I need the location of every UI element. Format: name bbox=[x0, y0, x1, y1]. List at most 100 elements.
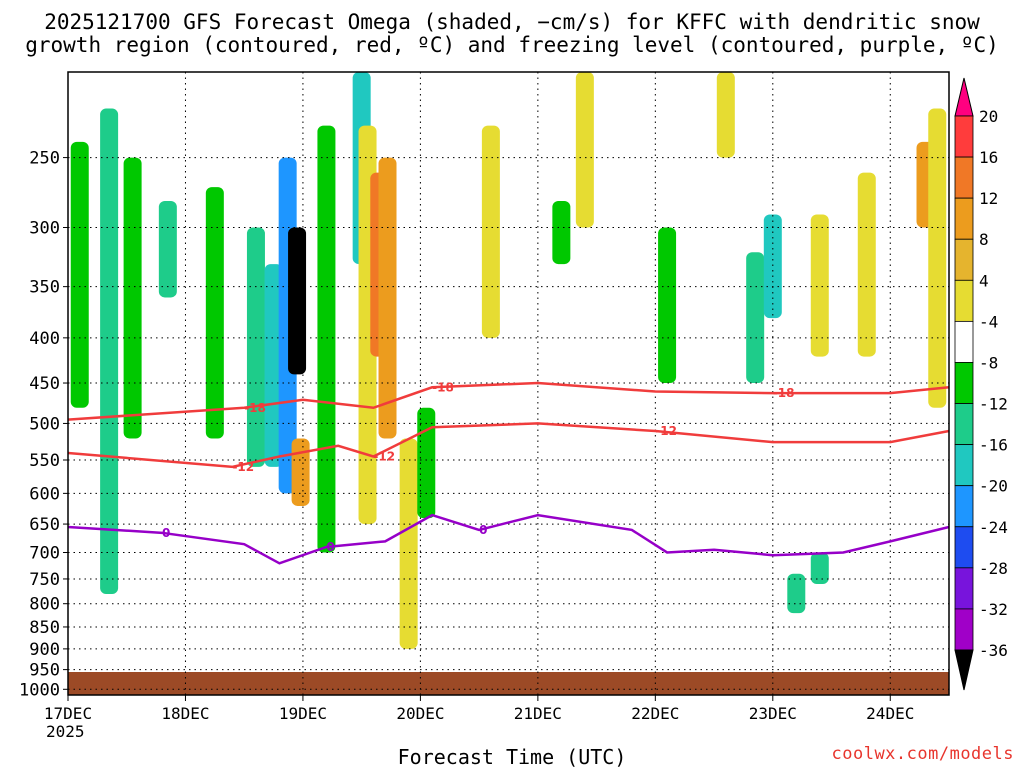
omega-shade-5 bbox=[246, 227, 265, 467]
colorbar-label: -24 bbox=[979, 518, 1008, 537]
y-tick-label: 600 bbox=[29, 484, 60, 504]
y-tick-label: 950 bbox=[29, 661, 60, 681]
y-tick-label: 1000 bbox=[19, 680, 60, 700]
omega-shade-20 bbox=[658, 227, 677, 384]
contour-label: -12 bbox=[373, 449, 395, 463]
omega-shade-22 bbox=[746, 252, 765, 384]
omega-shade-24 bbox=[810, 214, 829, 357]
y-tick-label: 250 bbox=[29, 149, 60, 169]
omega-shade-3 bbox=[158, 201, 177, 298]
colorbar-swatch-8 bbox=[954, 444, 974, 487]
colorbar-swatch-11 bbox=[954, 567, 974, 610]
colorbar-swatch-7 bbox=[954, 403, 974, 446]
contour-layer: -18 -18 -18 -12 -12 -12 0 0 0 bbox=[67, 380, 950, 565]
omega-shade-2 bbox=[123, 157, 142, 439]
contour-line-1 bbox=[67, 422, 950, 469]
colorbar-label: -8 bbox=[979, 353, 998, 372]
y-tick-label: 500 bbox=[29, 414, 60, 434]
omega-shade-25 bbox=[857, 172, 876, 357]
ground-fill bbox=[68, 672, 949, 695]
x-tick-label: 20DEC bbox=[396, 704, 444, 723]
colorbar-label: -32 bbox=[979, 600, 1008, 619]
omega-shade-28 bbox=[787, 573, 806, 614]
omega-shade-14 bbox=[378, 157, 397, 439]
colorbar-label: 16 bbox=[979, 148, 998, 167]
contour-label: 0 bbox=[162, 526, 170, 540]
colorbar-swatch-9 bbox=[954, 485, 974, 528]
y-tick-label: 850 bbox=[29, 618, 60, 638]
omega-shade-10 bbox=[317, 125, 336, 553]
colorbar-label: -20 bbox=[979, 477, 1008, 496]
colorbar-label: 8 bbox=[979, 230, 989, 249]
omega-shade-1 bbox=[100, 108, 119, 594]
contour-line-0 bbox=[67, 381, 950, 421]
colorbar-label: -16 bbox=[979, 436, 1008, 455]
x-tick-label: 19DEC bbox=[279, 704, 327, 723]
contour-label: -18 bbox=[432, 380, 454, 394]
omega-shade-4 bbox=[205, 187, 224, 439]
omega-shade-15 bbox=[399, 438, 418, 649]
chart-title-line-1: 2025121700 GFS Forecast Omega (shaded, −… bbox=[44, 10, 980, 34]
colorbar-swatch-4 bbox=[954, 279, 974, 322]
omega-shade-18 bbox=[552, 201, 571, 265]
y-tick-label: 300 bbox=[29, 219, 60, 239]
colorbar-swatch-2 bbox=[954, 197, 974, 240]
colorbar-label: -28 bbox=[979, 559, 1008, 578]
omega-shade-16 bbox=[417, 407, 436, 519]
colorbar-label: 4 bbox=[979, 271, 989, 290]
colorbar-label: 12 bbox=[979, 189, 998, 208]
omega-shade-8 bbox=[288, 227, 307, 375]
colorbar-label: -36 bbox=[979, 641, 1008, 660]
credit-label: coolwx.com/models bbox=[831, 744, 1014, 764]
colorbar-label: -12 bbox=[979, 395, 1008, 414]
omega-shade-19 bbox=[575, 72, 594, 228]
omega-shade-27 bbox=[928, 108, 947, 408]
colorbar-top-arrow bbox=[954, 77, 974, 117]
omega-shade-9 bbox=[291, 438, 310, 506]
colorbar-swatch-1 bbox=[954, 156, 974, 199]
ground-layer bbox=[68, 672, 949, 695]
colorbar-swatch-5 bbox=[954, 320, 974, 363]
colorbar-swatch-6 bbox=[954, 362, 974, 404]
omega-shade-21 bbox=[716, 72, 735, 158]
x-axis-label: Forecast Time (UTC) bbox=[397, 745, 627, 769]
y-tick-label: 350 bbox=[29, 278, 60, 298]
y-tick-label: 800 bbox=[29, 595, 60, 615]
colorbar-bottom-arrow bbox=[954, 649, 974, 691]
year-label: 2025 bbox=[46, 722, 85, 741]
y-tick-label: 550 bbox=[29, 451, 60, 471]
colorbar: 20 16 12 8 4 -4 -8 -12 -16 -20 -24 -28 -32 -36 bbox=[954, 77, 1008, 691]
colorbar-swatch-3 bbox=[954, 238, 974, 281]
y-tick-label: 650 bbox=[29, 515, 60, 535]
contour-label: 0 bbox=[479, 523, 487, 537]
contour-line-2 bbox=[67, 513, 950, 565]
chart-title-line-2: growth region (contoured, red, ºC) and f… bbox=[25, 33, 999, 57]
y-tick-label: 450 bbox=[29, 374, 60, 394]
colorbar-swatch-10 bbox=[954, 526, 974, 569]
x-tick-label: 23DEC bbox=[749, 704, 797, 723]
omega-shade-29 bbox=[810, 552, 829, 585]
contour-label: -12 bbox=[655, 424, 677, 438]
omega-shade-6 bbox=[264, 264, 283, 467]
omega-shade-23 bbox=[763, 214, 782, 319]
colorbar-swatch-12 bbox=[954, 608, 974, 651]
omega-shading-layer bbox=[70, 72, 947, 649]
y-axis-ticks: 2503003504004505005506006507007508008509… bbox=[19, 149, 68, 700]
y-tick-label: 900 bbox=[29, 640, 60, 660]
colorbar-label: -4 bbox=[979, 312, 998, 331]
omega-shade-0 bbox=[70, 141, 89, 408]
omega-shade-17 bbox=[481, 125, 500, 338]
colorbar-label: 20 bbox=[979, 107, 998, 126]
x-tick-label: 22DEC bbox=[631, 704, 679, 723]
contour-label: 0 bbox=[326, 540, 334, 554]
y-tick-label: 400 bbox=[29, 329, 60, 349]
x-tick-label: 24DEC bbox=[866, 704, 914, 723]
x-tick-label: 17DEC bbox=[44, 704, 92, 723]
y-tick-label: 700 bbox=[29, 543, 60, 563]
colorbar-swatch-0 bbox=[954, 115, 974, 158]
x-tick-label: 18DEC bbox=[161, 704, 209, 723]
contour-label: -18 bbox=[773, 386, 795, 400]
x-axis-ticks: 17DEC 18DEC 19DEC 20DEC 21DEC 22DEC 23DEC 24DEC bbox=[44, 695, 914, 723]
x-tick-label: 21DEC bbox=[514, 704, 562, 723]
